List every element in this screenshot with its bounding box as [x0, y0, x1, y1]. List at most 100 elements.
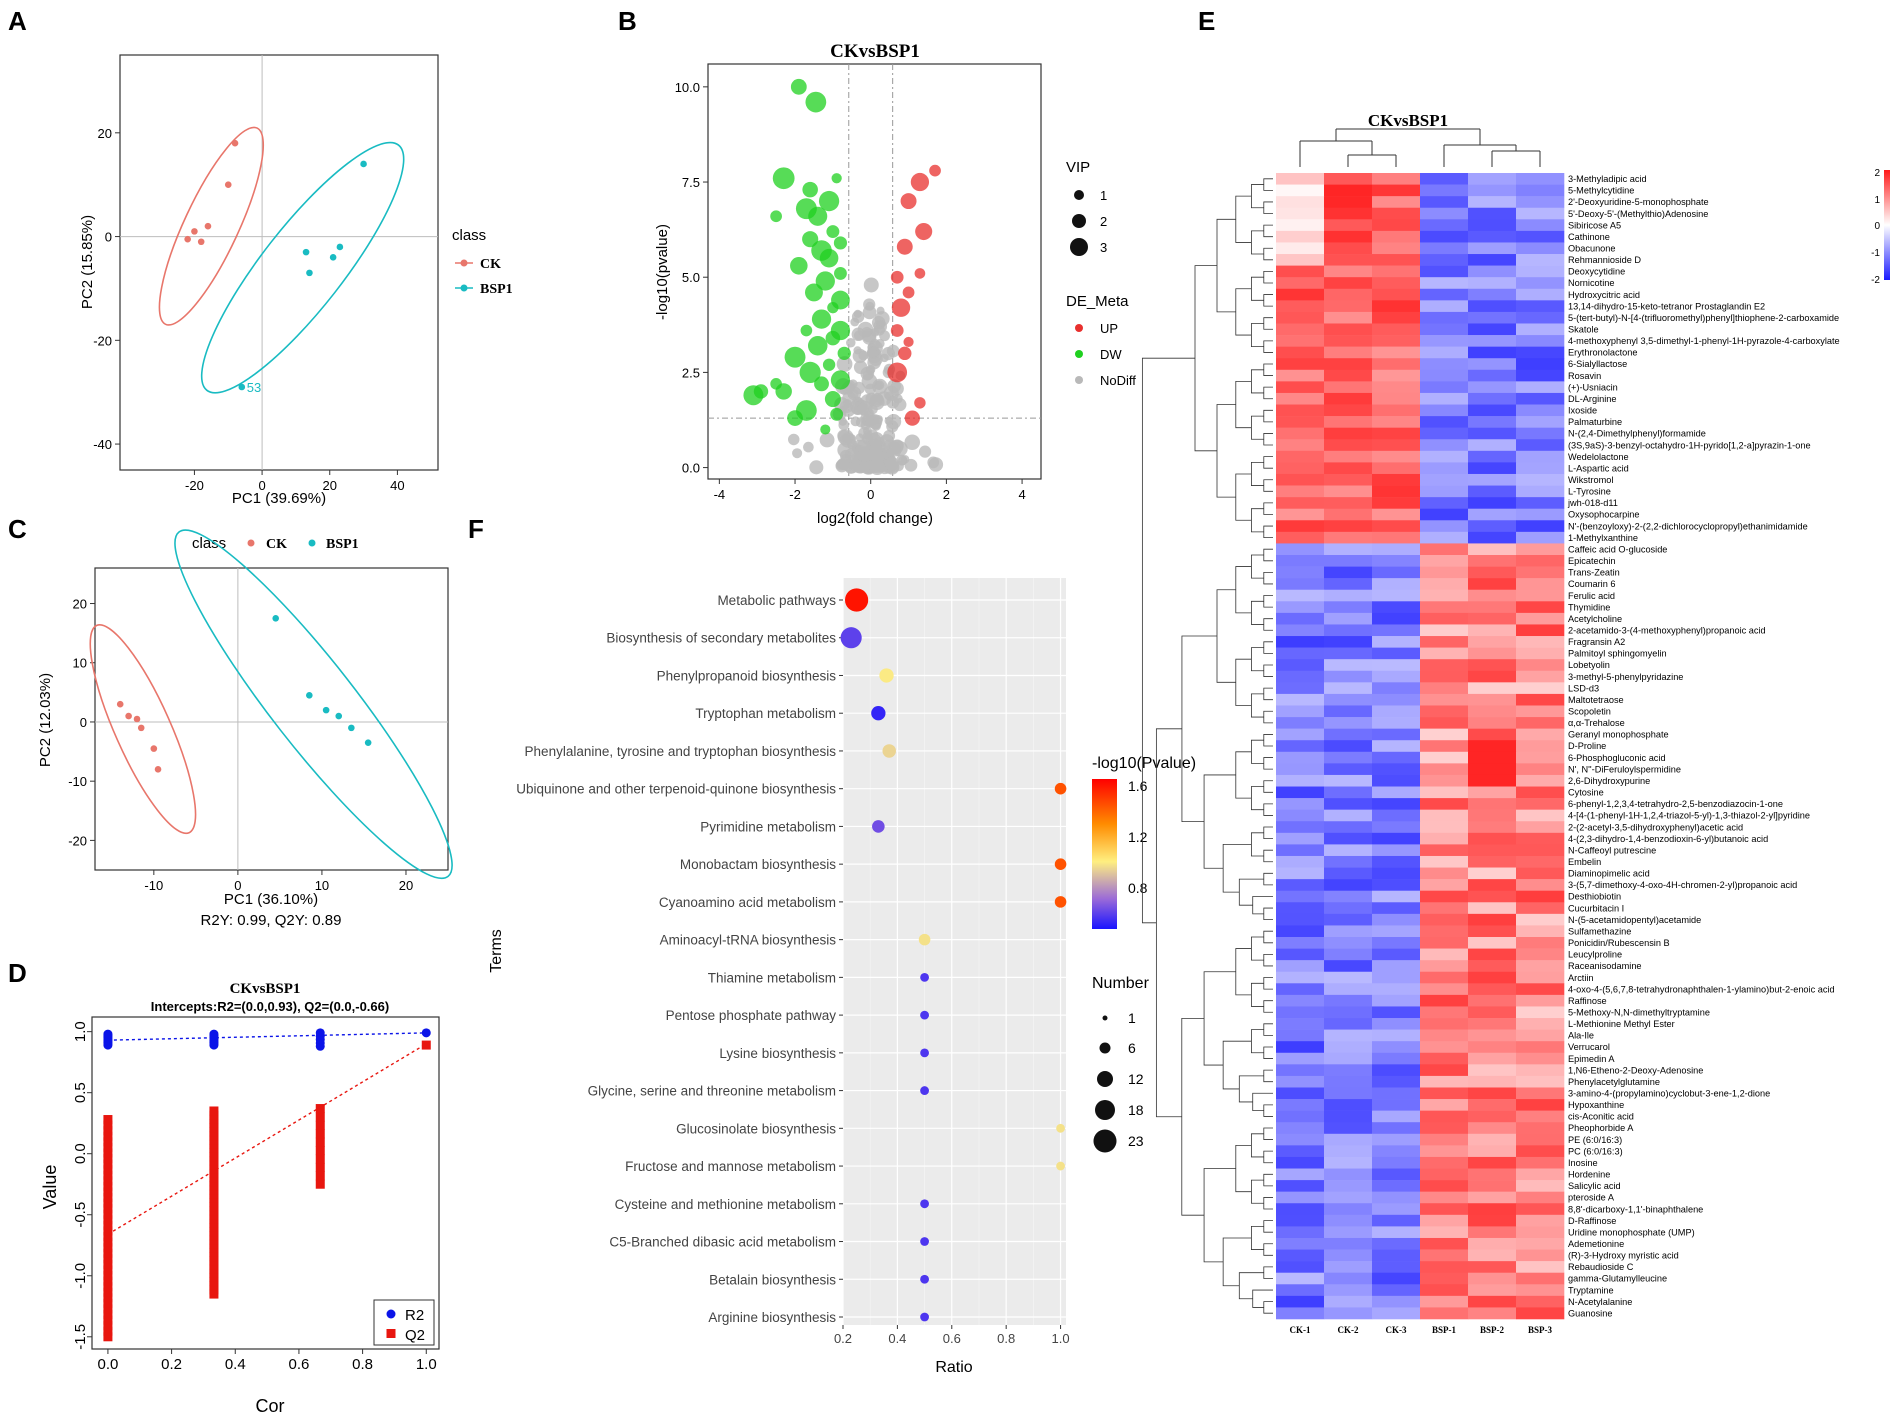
- y-tick-label: 1.0: [72, 1021, 89, 1042]
- heatmap-cell: [1516, 879, 1565, 891]
- dendrogram-branch: [1263, 687, 1273, 701]
- heatmap-cell: [1372, 1110, 1421, 1123]
- point-ck: [224, 181, 232, 188]
- row-label: Oxysophocarpine: [1568, 510, 1640, 520]
- heatmap-cell: [1324, 555, 1373, 567]
- heatmap-cell: [1420, 323, 1469, 336]
- term-label: Arginine biosynthesis: [708, 1310, 836, 1325]
- point-up: [914, 268, 926, 279]
- heatmap-cell: [1324, 311, 1373, 324]
- q2-point: [103, 1243, 113, 1253]
- heatmap-cell: [1468, 624, 1517, 637]
- point-nodiff: [889, 439, 904, 454]
- heatmap-cell: [1420, 612, 1469, 625]
- heatmap-cell: [1276, 624, 1325, 637]
- heatmap-cell: [1276, 485, 1325, 498]
- heatmap-cell: [1276, 740, 1325, 753]
- column-labels: CK-1 CK-2 CK-3 BSP-1 BSP-2 BSP-3: [1290, 1325, 1553, 1335]
- heatmap-cell: [1516, 1029, 1565, 1042]
- point-ck: [154, 766, 162, 773]
- point-ck: [197, 238, 205, 246]
- row-label: Trans-Zeatin: [1568, 568, 1620, 578]
- heatmap-cell: [1420, 427, 1469, 440]
- term-point: [840, 627, 862, 649]
- point-dw: [830, 370, 851, 390]
- q2-point: [103, 1170, 113, 1180]
- heatmap-cell: [1276, 960, 1325, 973]
- term-point: [844, 588, 869, 612]
- legend: class CK BSP1: [452, 227, 513, 297]
- legend-title: class: [452, 227, 486, 244]
- term-label: Phenylpropanoid biosynthesis: [657, 668, 837, 683]
- heatmap-cell: [1276, 1156, 1325, 1169]
- heatmap-cell: [1468, 682, 1517, 695]
- term-point: [918, 933, 931, 946]
- heatmap-cell: [1420, 1272, 1469, 1285]
- heatmap-cell: [1516, 1156, 1565, 1169]
- term-point: [1054, 858, 1067, 870]
- q2-point: [103, 1215, 113, 1225]
- heatmap-cell: [1516, 948, 1565, 961]
- term-label: Fructose and mannose metabolism: [625, 1159, 836, 1174]
- heatmap-cell: [1276, 751, 1325, 764]
- point-up: [915, 222, 933, 241]
- heatmap-cell: [1276, 335, 1325, 347]
- r2-point: [421, 1028, 431, 1038]
- heatmap-cell: [1324, 948, 1373, 961]
- dendrogram-branch: [1263, 1046, 1273, 1059]
- dendrogram-branch: [1263, 479, 1273, 492]
- dendrogram-branch: [1251, 647, 1264, 672]
- dendrogram-branch: [1263, 977, 1273, 990]
- heatmap-cell: [1468, 890, 1517, 903]
- point-dw: [826, 225, 840, 238]
- heatmap-cell: [1420, 937, 1469, 949]
- legend-title: class: [192, 535, 226, 552]
- y-tick-label: 7.5: [682, 175, 700, 190]
- heatmap-cell: [1372, 1064, 1421, 1077]
- heatmap-cell: [1372, 994, 1421, 1007]
- legend-nodiff-label: NoDiff: [1100, 373, 1136, 388]
- x-axis-label: PC1 (39.69%): [232, 490, 326, 507]
- r2-regression-line: [107, 1032, 427, 1041]
- point-ck: [116, 700, 124, 708]
- heatmap-cell: [1324, 890, 1373, 903]
- heatmap-cell: [1276, 971, 1325, 984]
- row-label: gamma-Glutamylleucine: [1568, 1274, 1667, 1284]
- heatmap-cell: [1516, 774, 1565, 787]
- row-label: Cathinone: [1568, 232, 1610, 242]
- heatmap-cell: [1276, 1075, 1325, 1088]
- term-point: [920, 1086, 929, 1095]
- heatmap-cell: [1276, 462, 1325, 475]
- heatmap-cell: [1468, 1203, 1517, 1216]
- term-point: [872, 820, 885, 833]
- row-label: Ferulic acid: [1568, 591, 1615, 601]
- heatmap-cell: [1324, 346, 1373, 359]
- row-label: 6-phenyl-1,2,3,4-tetrahydro-2,5-benzodia…: [1568, 799, 1783, 809]
- heatmap-cell: [1276, 404, 1325, 417]
- heatmap-cell: [1468, 1145, 1517, 1158]
- q2-point: [209, 1106, 219, 1116]
- point-dw: [833, 236, 848, 250]
- dendrogram-branch: [1252, 1289, 1273, 1308]
- heatmap-cell: [1372, 346, 1421, 359]
- heatmap-cell: [1372, 983, 1421, 996]
- x-axis-label: PC1 (36.10%): [224, 891, 318, 908]
- dendrogram-branch: [1263, 201, 1273, 214]
- term-point: [920, 1199, 929, 1209]
- heatmap-cell: [1372, 728, 1421, 741]
- term-point: [1054, 896, 1067, 908]
- heatmap-cell: [1468, 207, 1517, 220]
- heatmap-cell: [1420, 300, 1469, 313]
- heatmap-cell: [1372, 1075, 1421, 1088]
- row-label: Hordenine: [1568, 1170, 1610, 1180]
- heatmap-cell: [1468, 427, 1517, 440]
- heatmap-cell: [1468, 948, 1517, 961]
- legend-number-12-marker: [1097, 1071, 1113, 1087]
- q2-point: [421, 1040, 431, 1050]
- heatmap-cell: [1468, 1041, 1517, 1054]
- heatmap-cell: [1372, 971, 1421, 984]
- row-label: 6-Phosphogluconic acid: [1568, 753, 1666, 763]
- row-label: Acetylcholine: [1568, 614, 1622, 624]
- heatmap-cell: [1516, 612, 1565, 625]
- heatmap-cell: [1276, 566, 1325, 579]
